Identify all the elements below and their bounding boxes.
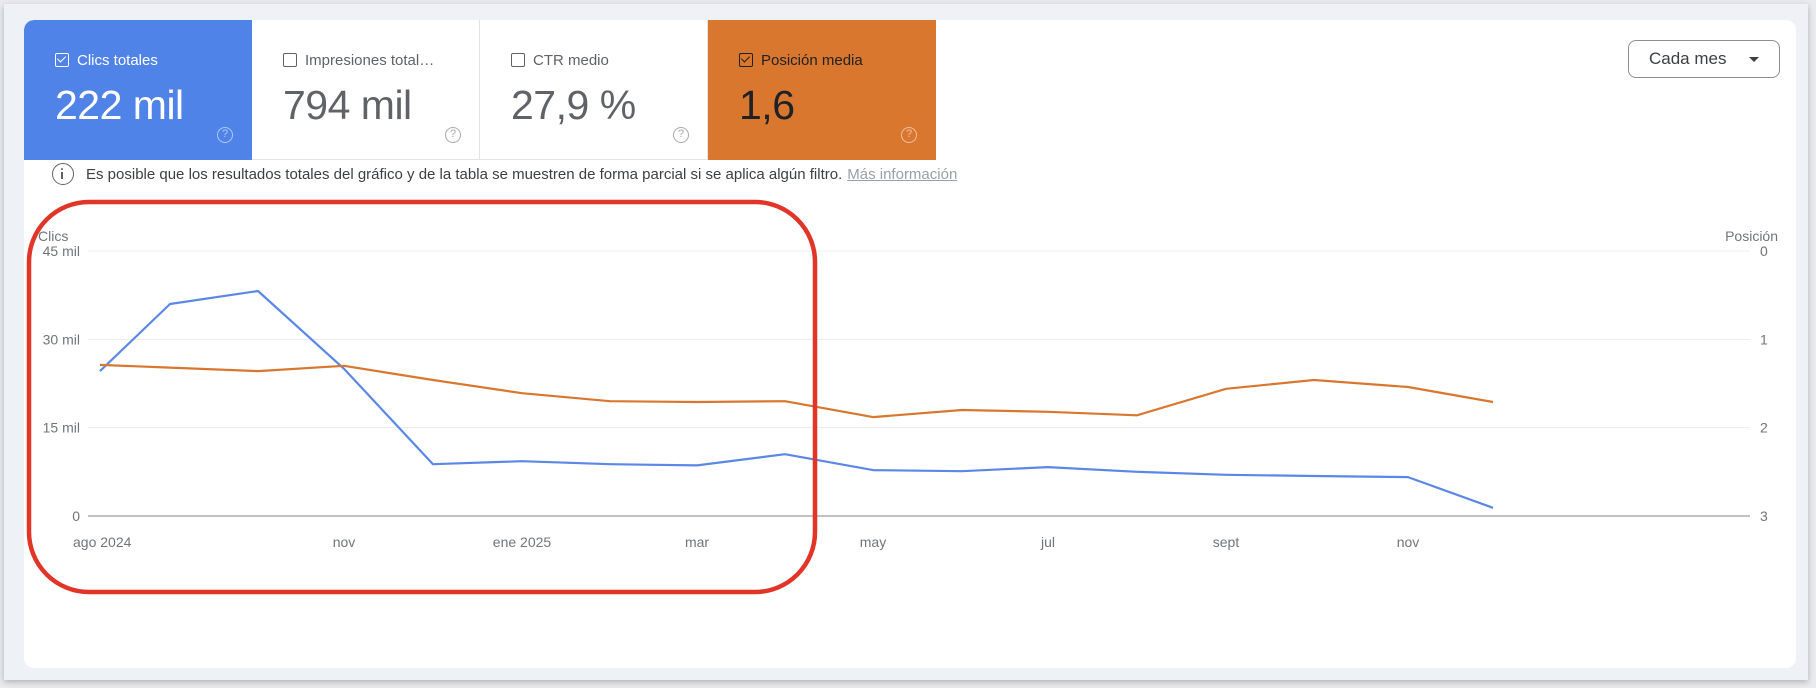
tile-average-ctr[interactable]: CTR medio 27,9 % ? [480,20,708,160]
x-axis-tick: ago 2024 [73,534,132,550]
chart-series [99,289,1494,509]
caret-down-icon [1749,57,1759,62]
left-axis-tick: 45 mil [43,243,80,259]
left-axis-tick: 15 mil [43,420,80,436]
tile-header: CTR medio [511,50,707,70]
performance-card: Clics totales 222 mil ? Impresiones tota… [24,20,1796,668]
tile-label: Posición media [761,51,863,69]
right-axis-tick: 3 [1760,508,1768,524]
checkbox-unchecked-icon[interactable] [283,53,297,67]
chart-gridlines [88,250,1750,517]
question-circle-icon[interactable]: ? [901,127,917,143]
tile-label: Impresiones total… [305,51,435,69]
more-info-link[interactable]: Más información [847,165,958,183]
tile-label: CTR medio [533,51,609,69]
tile-value: 27,9 % [511,82,636,128]
tile-header: Clics totales [55,50,251,70]
x-axis-tick: jul [1040,534,1055,550]
x-axis-tick: ene 2025 [493,534,552,550]
left-axis-title: Clics [38,228,68,244]
page-frame: Clics totales 222 mil ? Impresiones tota… [4,4,1808,680]
performance-chart: Clics Posición 45 mil 0 30 mil 1 15 mil 2 0 3 a… [26,199,1778,595]
chart-axis-labels: Clics Posición 45 mil 0 30 mil 1 15 mil 2 0 3 [38,228,1778,524]
x-axis-ticks: ago 2024 nov ene 2025 mar may jul sept nov [73,534,1419,550]
filter-notice: Es posible que los resultados totales de… [52,161,957,187]
left-axis-tick: 30 mil [43,331,80,347]
x-axis-tick: sept [1213,534,1240,550]
info-circle-icon [52,163,74,185]
notice-text: Es posible que los resultados totales de… [86,165,843,183]
tile-value: 794 mil [283,82,412,128]
tile-average-position[interactable]: Posición media 1,6 ? [708,20,936,160]
tile-header: Impresiones total… [283,50,479,70]
dropdown-label: Cada mes [1649,49,1727,68]
tile-total-impressions[interactable]: Impresiones total… 794 mil ? [252,20,480,160]
right-axis-tick: 1 [1760,331,1768,347]
tile-value: 1,6 [739,82,795,128]
x-axis-tick: may [860,534,886,550]
right-axis-title: Posición [1725,228,1778,244]
checkbox-checked-icon[interactable] [739,53,753,67]
x-axis-tick: mar [685,534,709,550]
series-line-posición[interactable] [99,363,1494,419]
left-axis-tick: 0 [72,508,80,524]
tile-value: 222 mil [55,82,184,128]
tile-total-clicks[interactable]: Clics totales 222 mil ? [24,20,252,160]
tile-label: Clics totales [77,51,158,69]
x-axis-tick: nov [333,534,356,550]
tile-header: Posición media [739,50,935,70]
checkbox-checked-icon[interactable] [55,53,69,67]
question-circle-icon[interactable]: ? [673,127,689,143]
highlight-annotation-box [26,199,818,595]
series-line-clics[interactable] [99,289,1494,509]
x-axis-tick: nov [1397,534,1420,550]
granularity-dropdown[interactable]: Cada mes [1628,40,1780,78]
question-circle-icon[interactable]: ? [445,127,461,143]
checkbox-unchecked-icon[interactable] [511,53,525,67]
metric-tiles: Clics totales 222 mil ? Impresiones tota… [24,20,936,160]
question-circle-icon[interactable]: ? [217,127,233,143]
right-axis-tick: 0 [1760,243,1768,259]
right-axis-tick: 2 [1760,420,1768,436]
